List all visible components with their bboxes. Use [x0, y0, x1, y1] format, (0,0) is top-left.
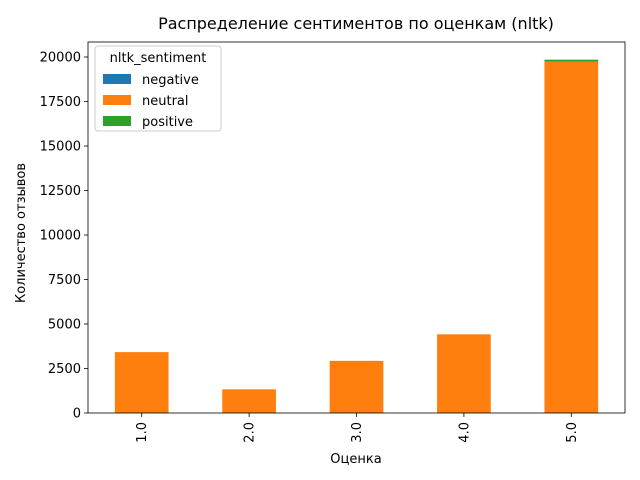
x-tick-label-3.0: 3.0	[350, 422, 365, 443]
y-tick-label-15000: 15000	[40, 140, 81, 155]
legend-swatch-negative	[103, 74, 131, 84]
y-tick-label-12500: 12500	[40, 184, 81, 199]
y-tick-label-0: 0	[73, 407, 81, 422]
y-tick-label-5000: 5000	[48, 318, 81, 333]
chart-title: Распределение сентиментов по оценкам (nl…	[158, 14, 554, 33]
y-tick-label-10000: 10000	[40, 229, 81, 244]
y-axis-label: Количество отзывов	[14, 163, 29, 303]
x-tick-label-2.0: 2.0	[243, 422, 258, 443]
plot-area: 1.0 2.0 3.0 4.0 5.0 0 2500 5000 7500 10000 12500 15…	[40, 41, 626, 443]
bar-neutral-1.0	[114, 352, 169, 413]
x-tick-label-4.0: 4.0	[457, 422, 472, 443]
axes-frame	[87, 41, 626, 414]
legend-title: nltk_sentiment	[110, 51, 207, 66]
legend: nltk_sentiment negative neutral positive	[94, 45, 222, 132]
bar-neutral-2.0	[222, 389, 276, 413]
legend-swatch-positive	[103, 116, 131, 126]
x-tick-label-1.0: 1.0	[135, 422, 150, 443]
bar-neutral-3.0	[329, 360, 384, 413]
x-axis-label: Оценка	[330, 452, 381, 467]
legend-entry-positive: positive	[142, 115, 193, 130]
legend-box	[94, 45, 222, 132]
bar-neutral-4.0	[437, 334, 491, 413]
bar-neutral-5.0	[544, 61, 599, 414]
y-tick-label-20000: 20000	[40, 51, 81, 66]
bar-positive-5.0	[544, 59, 599, 62]
y-tick-label-7500: 7500	[48, 273, 81, 288]
y-tick-label-17500: 17500	[40, 95, 81, 110]
legend-swatch-neutral	[103, 95, 131, 105]
legend-entry-negative: negative	[142, 73, 199, 88]
y-tick-label-2500: 2500	[48, 362, 81, 377]
x-tick-label-5.0: 5.0	[565, 422, 580, 443]
legend-entry-neutral: neutral	[142, 94, 189, 109]
